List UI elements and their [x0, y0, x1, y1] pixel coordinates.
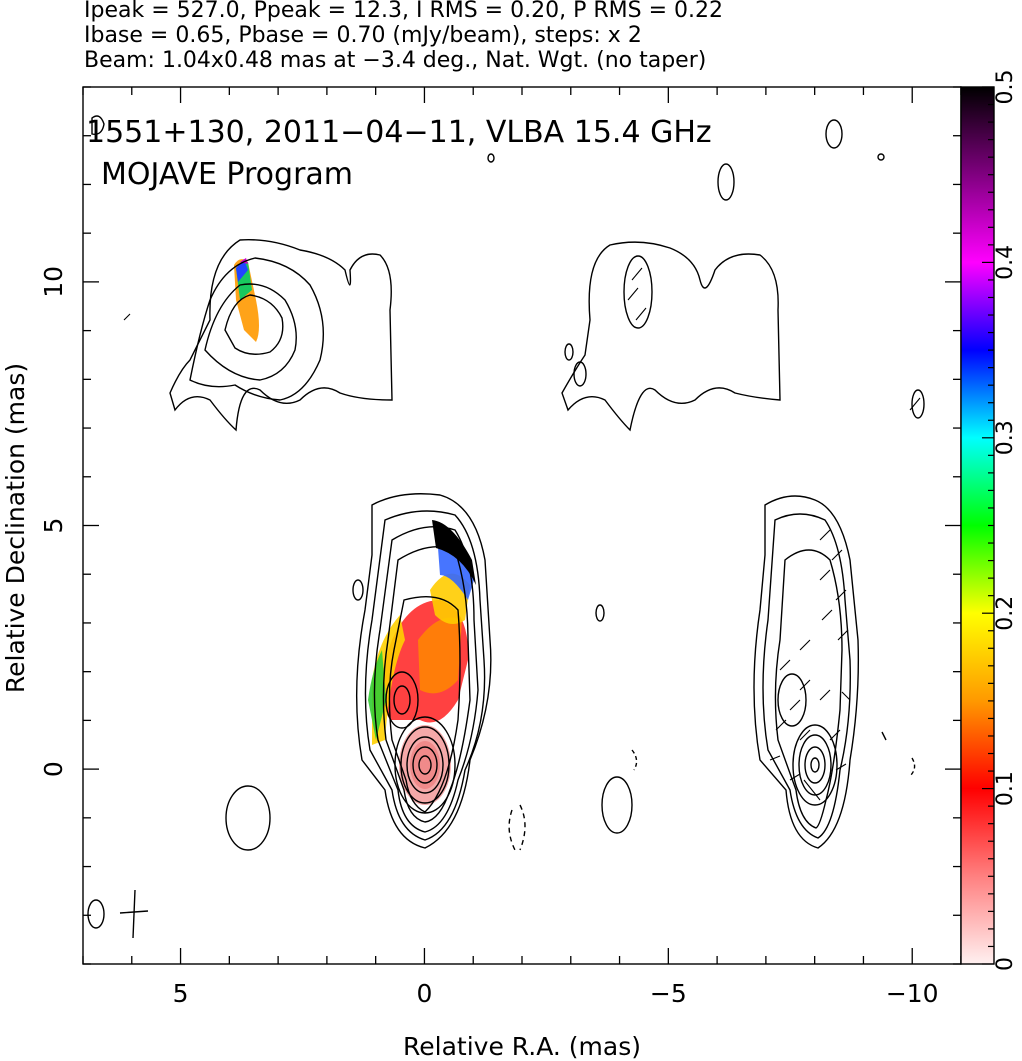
header-line-3: Beam: 1.04x0.48 mas at −3.4 deg., Nat. W…	[84, 48, 707, 73]
colorbar-tick-labels: 0 0.1 0.2 0.3 0.4 0.5	[993, 70, 1018, 972]
x-tick-label: 0	[416, 979, 432, 1008]
header-line-1: Ipeak = 527.0, Ppeak = 12.3, I RMS = 0.2…	[84, 0, 723, 23]
chart-title: 1551+130, 2011−04−11, VLBA 15.4 GHz	[86, 115, 712, 150]
y-tick-label: 5	[39, 518, 68, 534]
x-tick-label: −10	[886, 979, 939, 1008]
x-tick-label: 5	[173, 979, 189, 1008]
chart-subtitle: MOJAVE Program	[101, 157, 353, 192]
header-line-2: Ibase = 0.65, Pbase = 0.70 (mJy/beam), s…	[84, 23, 642, 48]
axis-ticks	[82, 86, 962, 965]
x-axis-label: Relative R.A. (mas)	[403, 1032, 641, 1061]
colorbar-tick-label: 0.3	[993, 420, 1018, 455]
x-tick-label: −5	[650, 979, 687, 1008]
colorbar-ticks	[982, 86, 994, 965]
colorbar-tick-label: 0.2	[993, 596, 1018, 631]
contours-left	[87, 115, 526, 929]
colorbar-tick-label: 0.4	[993, 245, 1018, 280]
colorbar-tick-label: 0.5	[993, 70, 1018, 105]
colorbar-tick-label: 0	[993, 957, 1018, 971]
y-axis-label: Relative Declination (mas)	[1, 363, 30, 693]
axis-tick-labels: 5 0 −5 −10 10 5 0	[39, 266, 939, 1008]
plot-frame	[82, 86, 962, 965]
y-tick-label: 10	[39, 266, 68, 298]
colorbar-tick-label: 0.1	[993, 771, 1018, 806]
beam-symbol	[119, 889, 149, 939]
y-tick-label: 0	[39, 761, 68, 777]
contours-right	[123, 119, 925, 849]
